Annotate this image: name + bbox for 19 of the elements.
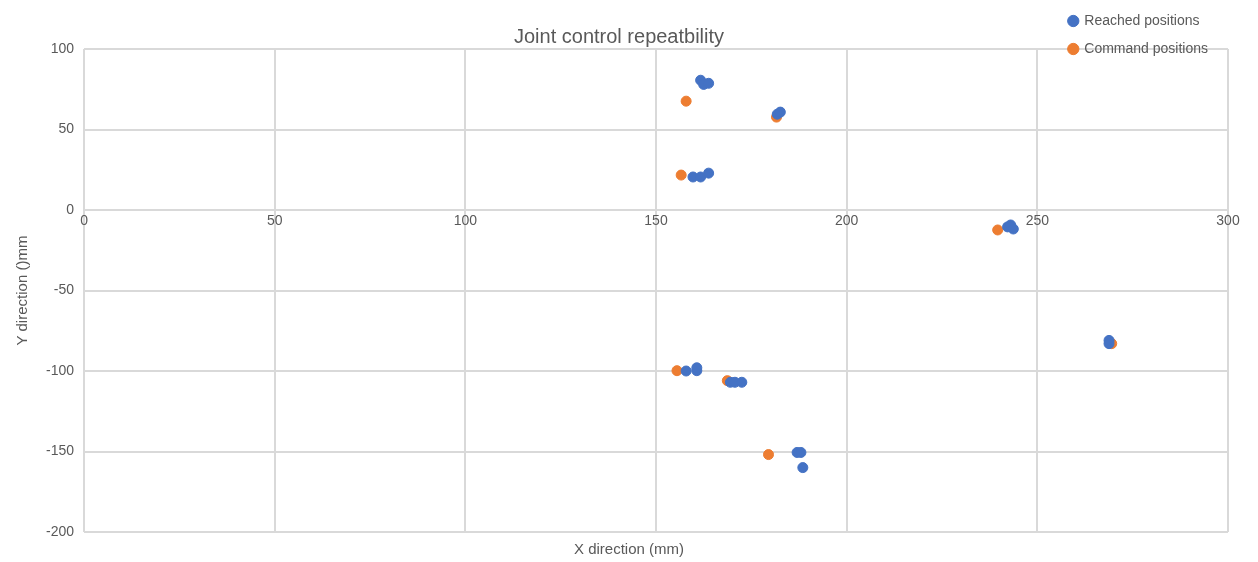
x-tick-label: 250: [1025, 212, 1050, 229]
x-tick-label: 50: [266, 212, 283, 229]
x-tick-label: 150: [644, 212, 668, 229]
y-tick-label: 50: [58, 120, 75, 137]
y-tick-label: -200: [45, 522, 75, 539]
x-tick-label: 200: [834, 212, 859, 229]
y-tick-label: 100: [50, 39, 75, 56]
chart-title: Joint control repeatbility: [513, 24, 725, 47]
x-axis-title: X direction (mm): [573, 540, 685, 557]
y-axis-title: Y direction ()mm: [13, 235, 31, 346]
legend-label: Command positions: [1084, 39, 1209, 56]
y-tick-label: -100: [45, 361, 75, 378]
x-tick-label: 0: [80, 212, 89, 229]
x-tick-label: 300: [1216, 212, 1240, 229]
y-tick-label: -150: [45, 442, 75, 459]
legend-label: Reached positions: [1084, 11, 1200, 28]
x-tick-label: 100: [453, 212, 478, 229]
y-tick-label: 0: [66, 200, 75, 217]
y-tick-label: -50: [53, 281, 75, 298]
